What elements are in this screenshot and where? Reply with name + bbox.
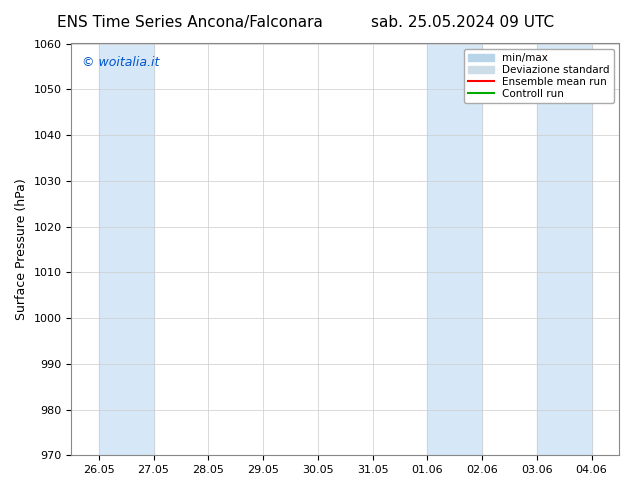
- Text: sab. 25.05.2024 09 UTC: sab. 25.05.2024 09 UTC: [372, 15, 554, 30]
- Text: © woitalia.it: © woitalia.it: [82, 56, 160, 69]
- Bar: [99, 44, 153, 455]
- Y-axis label: Surface Pressure (hPa): Surface Pressure (hPa): [15, 178, 28, 320]
- Text: ENS Time Series Ancona/Falconara: ENS Time Series Ancona/Falconara: [57, 15, 323, 30]
- Bar: [537, 44, 592, 455]
- Legend: min/max, Deviazione standard, Ensemble mean run, Controll run: min/max, Deviazione standard, Ensemble m…: [463, 49, 614, 103]
- Bar: [427, 44, 482, 455]
